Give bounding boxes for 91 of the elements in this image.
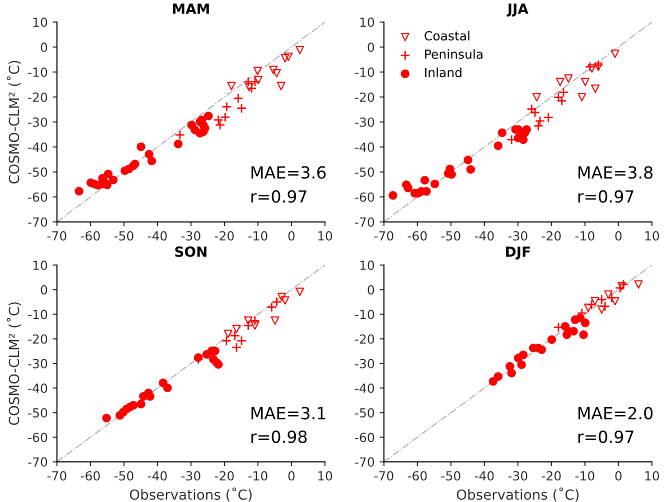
y-tick-label: 10 (360, 18, 374, 28)
x-tick-label: -50 (114, 471, 134, 481)
x-tick-label: -30 (508, 231, 528, 241)
x-tick-label: 0 (615, 231, 622, 241)
x-tick-label: -20 (542, 231, 561, 241)
y-tick-label: -70 (28, 217, 48, 227)
x-tick-label: 10 (318, 231, 332, 241)
chart-title: DJF (506, 246, 530, 260)
annotation: MAE=3.8 (578, 166, 653, 179)
y-tick-label: -60 (28, 432, 48, 442)
x-tick-label: -60 (408, 471, 427, 481)
annotation: r=0.97 (578, 190, 634, 203)
y-tick-label: -20 (355, 92, 374, 102)
annotation: MAE=3.1 (252, 406, 326, 420)
annotation: MAE=2.0 (578, 406, 653, 420)
x-tick-label: -50 (441, 231, 460, 241)
y-tick-label: -30 (355, 358, 374, 368)
y-tick-label: -40 (355, 384, 374, 393)
y-tick-label: 0 (40, 42, 48, 52)
y-tick-label: 10 (33, 18, 48, 28)
x-tick-label: -50 (441, 471, 460, 481)
y-tick-label: -30 (28, 358, 48, 368)
y-tick-label: -30 (28, 117, 48, 127)
x-tick-label: -10 (575, 471, 594, 481)
x-tick-label: -40 (148, 471, 167, 481)
legend-label: Peninsula (425, 49, 482, 59)
y-tick-label: 0 (40, 285, 48, 295)
y-tick-label: -40 (28, 142, 48, 152)
x-tick-label: -60 (408, 231, 427, 241)
y-tick-label: -60 (355, 192, 374, 202)
y-tick-label: -70 (355, 457, 374, 467)
annotation: r=0.97 (251, 190, 306, 203)
y-tick-label: 10 (360, 260, 374, 270)
legend-label: Inland (425, 68, 462, 78)
x-tick-label: -70 (47, 471, 66, 481)
legend-label: Coastal (424, 30, 470, 41)
y-tick-label: -40 (28, 384, 48, 393)
y-tick-label: -20 (355, 334, 374, 344)
x-tick-label: 10 (645, 471, 660, 481)
y-tick-label: -20 (28, 334, 48, 344)
x-tick-label: -20 (214, 231, 234, 241)
y-tick-label: -50 (355, 408, 374, 418)
y-tick-label: -70 (28, 457, 48, 467)
y-tick-label: -10 (28, 310, 48, 320)
y-tick-label: -40 (355, 142, 374, 152)
x-tick-label: 0 (288, 231, 295, 241)
x-tick-label: -10 (248, 231, 268, 241)
annotation: r=0.98 (251, 430, 307, 444)
y-tick-label: -60 (355, 432, 374, 442)
x-tick-label: -60 (80, 471, 100, 481)
annotation: r=0.97 (578, 430, 634, 444)
x-tick-label: 0 (615, 471, 622, 481)
y-tick-label: -10 (355, 68, 374, 77)
x-tick-label: -10 (575, 231, 594, 241)
y-tick-label: -50 (355, 167, 374, 177)
y-axis-title: COSMO-CLM² (˚C) (6, 302, 21, 425)
x-tick-label: 0 (288, 471, 295, 481)
y-tick-label: -60 (28, 192, 48, 202)
x-tick-label: -30 (508, 471, 528, 481)
x-tick-label: -10 (248, 471, 268, 481)
y-tick-label: -50 (28, 167, 48, 177)
x-tick-label: 10 (318, 471, 332, 481)
x-tick-label: -60 (80, 231, 100, 241)
y-tick-label: 0 (368, 285, 374, 295)
chart-title: SON (175, 246, 206, 257)
y-tick-label: -10 (355, 310, 374, 320)
x-tick-label: -40 (148, 231, 167, 241)
y-tick-label: 0 (368, 42, 374, 52)
chart-title: MAM (173, 4, 209, 14)
y-tick-label: -30 (355, 117, 374, 127)
x-axis-title: Observations (˚C) (130, 487, 252, 502)
x-tick-label: -30 (181, 471, 200, 481)
y-tick-label: -20 (28, 92, 48, 102)
x-tick-label: -20 (214, 471, 234, 481)
x-tick-label: -50 (114, 231, 134, 241)
x-tick-label: -70 (47, 231, 66, 241)
x-axis-title: Observations (˚C) (456, 487, 579, 502)
x-tick-label: -40 (474, 231, 494, 241)
x-tick-label: -70 (374, 471, 394, 481)
y-tick-label: -50 (28, 408, 48, 418)
x-tick-label: -30 (181, 231, 200, 241)
y-tick-label: -10 (28, 68, 48, 77)
x-tick-label: -40 (474, 471, 494, 481)
x-tick-label: -20 (542, 471, 561, 481)
annotation: MAE=3.6 (252, 166, 326, 179)
y-tick-label: -70 (355, 217, 374, 227)
x-tick-label: -70 (374, 231, 394, 241)
y-axis-title: COSMO-CLM² (˚C) (6, 60, 21, 184)
chart-title: JJA (506, 4, 528, 17)
y-tick-label: 10 (33, 260, 48, 270)
x-tick-label: 10 (645, 231, 660, 241)
